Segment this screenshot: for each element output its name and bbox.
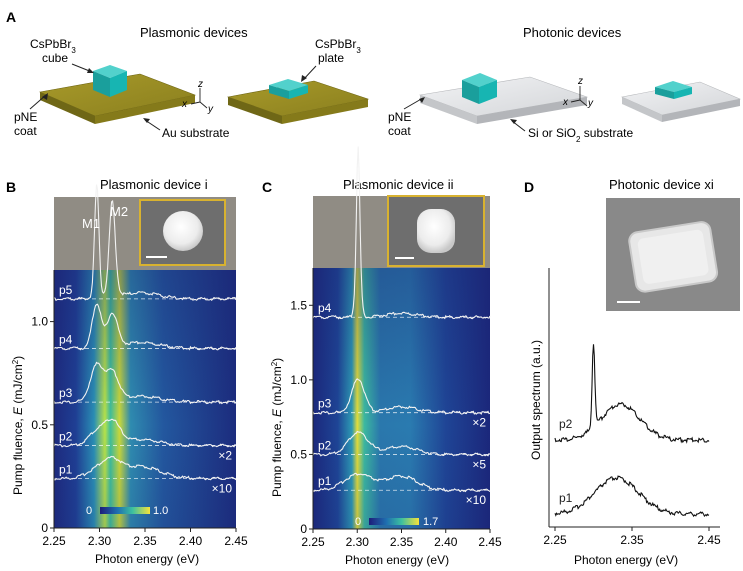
panel-b-ytick-0: 0	[41, 521, 48, 535]
panel-b-cbar-min: 0	[86, 505, 92, 517]
photonic-title: Photonic devices	[523, 25, 622, 40]
panel-letter-c: C	[262, 179, 272, 195]
undefined-spectrum-p2	[53, 418, 237, 448]
panel-c-xtick-0: 2.25	[301, 535, 325, 549]
svg-text:y: y	[207, 104, 214, 115]
undefined-label-p5: p5	[59, 283, 73, 297]
panel-c-xtick-1: 2.30	[346, 535, 370, 549]
panel-c-ytick-1: 0.5	[290, 447, 307, 461]
panel-b-xtick-1: 2.30	[88, 534, 112, 548]
panel-d-label-p1: p1	[559, 491, 573, 505]
svg-text:z: z	[577, 76, 583, 87]
cube-label-2: cube	[42, 51, 68, 65]
panel-d-ylabel: Output spectrum (a.u.)	[529, 340, 543, 460]
panel-letter-b: B	[6, 179, 16, 195]
undefined-label-p3: p3	[318, 397, 332, 411]
panel-b-cbar-max: 1.0	[153, 505, 168, 517]
plate-label-2: plate	[318, 51, 344, 65]
svg-text:z: z	[197, 79, 203, 90]
panel-d-xtick-1: 2.35	[620, 533, 644, 547]
undefined-label-p1: p1	[318, 474, 332, 488]
undefined-spectrum-p3	[53, 361, 237, 405]
gold-substrate-cube	[38, 65, 197, 124]
undefined-scale-p2: ×5	[472, 457, 486, 471]
undefined-spectrum-p2	[312, 430, 491, 457]
panel-c-xlabel: Photon energy (eV)	[345, 553, 449, 567]
undefined-spectrum-p1	[312, 472, 491, 493]
plate-label: CsPbBr3	[315, 37, 361, 55]
panel-c-title: Plasmonic device ii	[343, 177, 454, 192]
silver-substrate-cube	[418, 73, 589, 124]
cube-label: CsPbBr3	[30, 37, 76, 55]
panel-c-xtick-2: 2.35	[390, 535, 414, 549]
panel-d-spectrum-p1	[554, 475, 710, 518]
svg-text:y: y	[587, 98, 594, 109]
panel-letter-d: D	[524, 179, 534, 195]
pne-label-photonic-2: coat	[388, 124, 411, 138]
panel-b-ytick-1: 0.5	[31, 418, 48, 432]
panel-b-xtick-3: 2.40	[179, 534, 203, 548]
undefined-spectrum-p1	[53, 455, 237, 481]
undefined-label-p4: p4	[318, 301, 332, 315]
undefined-label-p3: p3	[59, 386, 73, 400]
panel-c-colorbar	[369, 518, 419, 525]
panel-b-ytick-2: 1.0	[31, 315, 48, 329]
panel-b-xlabel: Photon energy (eV)	[95, 552, 199, 566]
panel-c-xtick-4: 2.45	[478, 535, 502, 549]
panel-d-xtick-0: 2.25	[543, 533, 567, 547]
undefined-spectrum-p5	[53, 184, 237, 302]
panel-c-ytick-0: 0	[300, 522, 307, 536]
undefined-spectrum-p3	[312, 378, 491, 416]
undefined-label-p2: p2	[318, 438, 332, 452]
axes-glyph-photonic: z x y	[562, 76, 594, 109]
panel-a: A Plasmonic devices Photonic devices	[6, 9, 742, 144]
panel-d-xlabel: Photon energy (eV)	[574, 553, 678, 567]
pne-label-plasmonic-2: coat	[14, 124, 37, 138]
svg-text:x: x	[562, 97, 569, 108]
si-substrate-label: Si or SiO2 substrate	[528, 126, 633, 144]
undefined-label-p2: p2	[59, 429, 73, 443]
peak-m1-label: M1	[82, 216, 100, 231]
undefined-scale-p3: ×2	[472, 416, 486, 430]
panel-d-xtick-2: 2.45	[697, 533, 721, 547]
panel-b-colorbar	[100, 507, 150, 514]
panel-d-spectrum-p2	[554, 344, 710, 444]
panel-c-ylabel: Pump fluence, E (mJ/cm2)	[270, 358, 285, 497]
panel-letter-a: A	[6, 9, 16, 25]
undefined-spectrum-p4	[312, 146, 491, 320]
undefined-label-p1: p1	[59, 462, 73, 476]
undefined-scale-p1: ×10	[466, 493, 487, 507]
gold-substrate-plate	[226, 79, 370, 124]
panel-d: D Photonic device xi 2.25 2.35 2.45 p1 p2 O…	[524, 177, 740, 567]
axes-glyph-plasmonic: z x y	[181, 79, 214, 115]
peak-m2-label: M2	[110, 204, 128, 219]
silver-substrate-plate	[621, 81, 742, 122]
undefined-scale-p2: ×2	[218, 448, 232, 462]
undefined-spectrum-p4	[53, 303, 237, 351]
panel-c-cbar-max: 1.7	[423, 516, 438, 528]
svg-text:x: x	[181, 99, 188, 110]
panel-c-ytick-3: 1.5	[290, 298, 307, 312]
panel-b-xtick-4: 2.45	[224, 534, 248, 548]
panel-c-ytick-2: 1.0	[290, 373, 307, 387]
au-substrate-label: Au substrate	[162, 126, 230, 140]
undefined-label-p4: p4	[59, 332, 73, 346]
pne-label-photonic: pNE	[388, 110, 411, 124]
panel-d-label-p2: p2	[559, 417, 573, 431]
undefined-scale-p1: ×10	[212, 481, 233, 495]
panel-c-xtick-3: 2.40	[434, 535, 458, 549]
panel-b-xtick-0: 2.25	[42, 534, 66, 548]
panel-c-cbar-min: 0	[355, 516, 361, 528]
panel-d-title: Photonic device xi	[609, 177, 714, 192]
plasmonic-title: Plasmonic devices	[140, 25, 248, 40]
pne-label-plasmonic: pNE	[14, 110, 37, 124]
panel-b-title: Plasmonic device i	[100, 177, 208, 192]
panel-b-ylabel: Pump fluence, E (mJ/cm2)	[11, 356, 26, 495]
panel-b-xtick-2: 2.35	[133, 534, 157, 548]
